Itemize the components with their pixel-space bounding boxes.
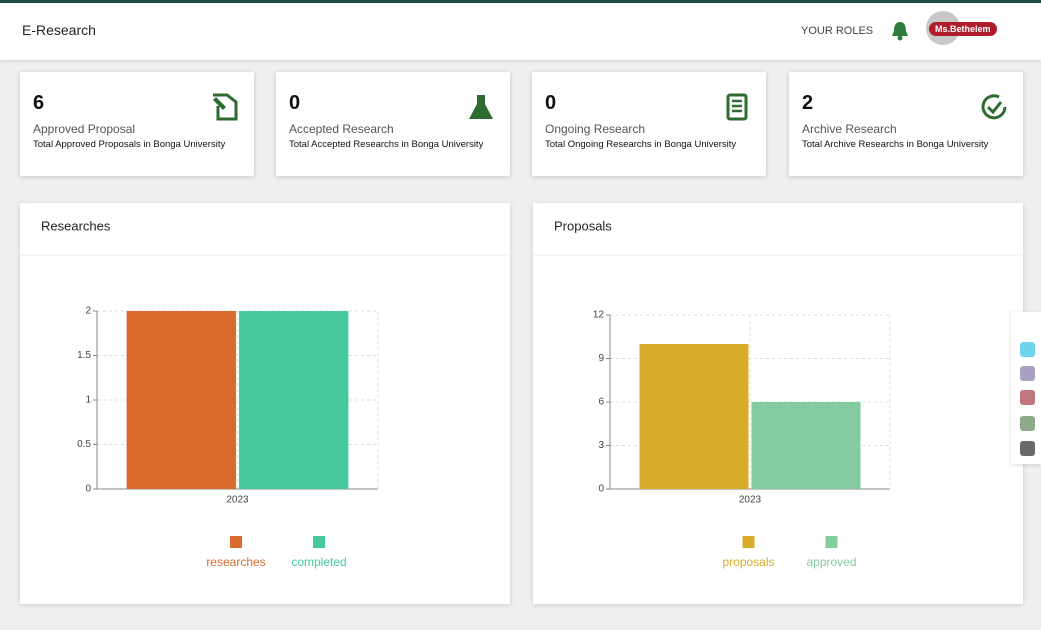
bell-icon[interactable] [890,20,910,42]
legend-label: approved [806,555,856,569]
legend-swatch [313,536,325,548]
legend-swatch [742,536,755,548]
stat-title: Ongoing Research [545,122,646,136]
y-tick-label: 2 [85,306,91,317]
chart-panel: Proposals 0 3 6 9 12 2023 proposals approved [533,203,1023,604]
bar [239,311,349,489]
stat-card: 6 Approved Proposal Total Approved Proposa… [20,72,254,176]
chart: Researches 0 0.5 1 1.5 2 2023 researches complet… [20,218,510,569]
stat-card: 2 Archive Research Total Archive Researchs… [789,72,1023,176]
y-tick-label: 3 [598,440,604,451]
y-tick-label: 6 [598,397,604,408]
stat-subtitle: Total Accepted Researchs in Bonga Univer… [289,139,484,150]
bar [639,344,749,489]
stat-value: 6 [33,92,45,114]
y-tick-label: 1 [85,395,91,406]
stat-card: 0 Ongoing Research Total Ongoing Researchs… [532,72,766,176]
chart-panel: Researches 0 0.5 1 1.5 2 2023 researches complet… [20,203,510,604]
stat-subtitle: Total Ongoing Researchs in Bonga Univers… [545,139,737,150]
legend-label: proposals [722,555,774,569]
bar [126,311,236,489]
chart-title: Researches [41,218,111,233]
stat-card: 0 Accepted Research Total Accepted Researc… [276,72,510,176]
x-tick-label: 2023 [739,495,762,506]
x-tick-label: 2023 [226,495,249,506]
y-tick-label: 0 [598,484,604,495]
header: E-Research YOUR ROLES Ms.Bethelem [0,3,1041,60]
chart-title: Proposals [554,218,612,233]
y-tick-label: 12 [593,310,605,321]
y-tick-label: 9 [598,353,604,364]
stat-value: 0 [289,92,301,114]
stat-icon [726,93,748,121]
stat-icon [213,93,238,121]
y-tick-label: 0 [85,484,91,495]
y-tick-label: 0.5 [77,439,91,450]
y-tick-label: 1.5 [77,350,91,361]
stat-icon [469,95,493,119]
legend-label: researches [206,555,265,569]
legend-swatch [230,536,242,548]
top-line [0,0,1041,3]
chart: Proposals 0 3 6 9 12 2023 proposals approved [533,218,1023,569]
color-swatch[interactable] [1020,416,1035,431]
stat-icon [981,94,1007,120]
legend-swatch [825,536,838,548]
color-swatch[interactable] [1020,441,1035,456]
roles-link[interactable]: YOUR ROLES [801,25,874,37]
color-palette [1011,312,1041,464]
stat-title: Accepted Research [289,122,394,136]
color-swatch[interactable] [1020,366,1035,381]
stat-value: 0 [545,92,557,114]
stat-title: Archive Research [802,122,897,136]
stat-title: Approved Proposal [33,122,136,136]
stat-value: 2 [802,92,814,114]
app-title[interactable]: E-Research [22,22,96,38]
legend-label: completed [291,555,346,569]
color-swatch[interactable] [1020,342,1035,357]
bar [751,402,861,489]
stat-subtitle: Total Archive Researchs in Bonga Univers… [802,139,989,150]
stat-subtitle: Total Approved Proposals in Bonga Univer… [33,139,226,150]
user-badge[interactable]: Ms.Bethelem [929,22,997,36]
color-swatch[interactable] [1020,390,1035,405]
